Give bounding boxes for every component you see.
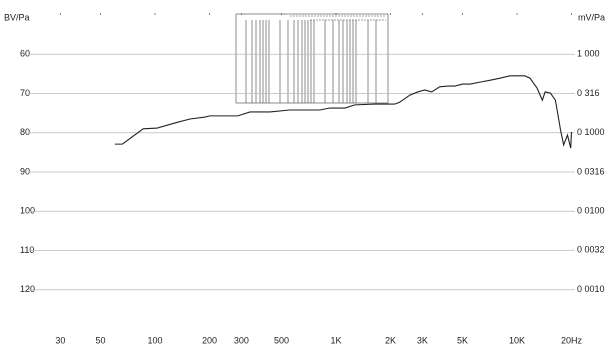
y-tick-label: 100 bbox=[20, 206, 35, 216]
y-tick-label: 60 bbox=[20, 49, 30, 59]
y-tick-label: 120 bbox=[20, 284, 35, 294]
x-tick-label: 300 bbox=[234, 335, 249, 345]
x-tick-label: 50 bbox=[96, 335, 106, 345]
inset-strip bbox=[235, 13, 389, 104]
response-curve bbox=[114, 75, 573, 149]
x-tick-label: 5K bbox=[457, 335, 468, 345]
x-tick-label: 3K bbox=[417, 335, 428, 345]
x-tick-label: 500 bbox=[274, 335, 289, 345]
x-tick-label: 20Hz bbox=[561, 335, 583, 345]
y2-tick-label: 0 0032 bbox=[577, 244, 605, 254]
y2-tick-label: 0 0010 bbox=[577, 284, 605, 294]
x-tick-label: 30 bbox=[55, 335, 65, 345]
y-axis-label: BV/Pa bbox=[4, 12, 30, 22]
y2-axis-label: mV/Pa bbox=[578, 12, 605, 22]
x-tick-label: 10K bbox=[509, 335, 525, 345]
y2-tick-label: 0 0316 bbox=[577, 166, 605, 176]
x-tick-label: 100 bbox=[147, 335, 162, 345]
y2-tick-label: 0 316 bbox=[577, 88, 600, 98]
y2-tick-label: 1 000 bbox=[577, 49, 600, 59]
y-tick-label: 90 bbox=[20, 166, 30, 176]
x-tick-label: 2K bbox=[385, 335, 396, 345]
y2-tick-label: 0 1000 bbox=[577, 127, 605, 137]
y-tick-label: 80 bbox=[20, 127, 30, 137]
y2-tick-label: 0 0100 bbox=[577, 206, 605, 216]
x-tick-label: 200 bbox=[202, 335, 217, 345]
y-tick-label: 70 bbox=[20, 88, 30, 98]
y-tick-label: 110 bbox=[20, 245, 34, 255]
x-tick-label: 1K bbox=[331, 335, 342, 345]
